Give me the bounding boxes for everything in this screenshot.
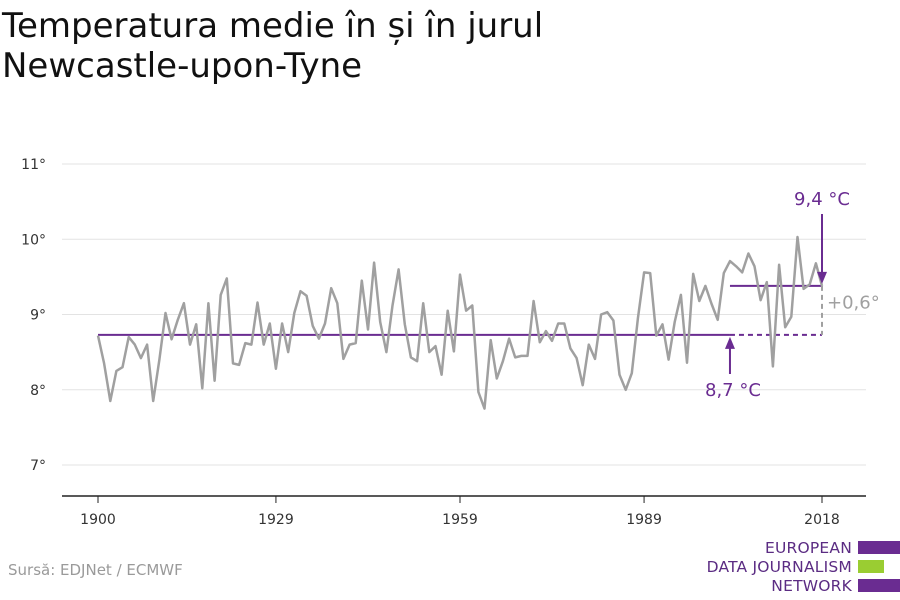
logo-text-network: NETWORK bbox=[771, 577, 852, 595]
x-tick-label: 1929 bbox=[258, 512, 294, 528]
y-tick-label: 8° bbox=[30, 383, 46, 399]
chart-title-line-2: Newcastle-upon-Tyne bbox=[2, 46, 363, 86]
recent-value-label: 9,4 °C bbox=[794, 189, 850, 210]
x-tick-label: 1900 bbox=[80, 512, 116, 528]
y-tick-label: 7° bbox=[30, 458, 46, 474]
x-tick-label: 1989 bbox=[626, 512, 662, 528]
baseline-arrow-head bbox=[724, 336, 735, 349]
y-tick-label: 9° bbox=[30, 308, 46, 324]
logo-text-european: EUROPEAN bbox=[764, 539, 852, 557]
difference-label: +0,6° bbox=[827, 292, 880, 313]
x-tick-label: 1959 bbox=[442, 512, 478, 528]
logo-bar-purple-top bbox=[858, 541, 900, 554]
y-tick-label: 11° bbox=[21, 157, 46, 173]
chart-title: Temperatura medie în și în jurul Newcast… bbox=[2, 6, 882, 86]
temperature-series-line bbox=[96, 235, 824, 410]
logo-bar-green bbox=[858, 560, 884, 573]
edjnet-logo: EUROPEAN DATA JOURNALISM NETWORK bbox=[700, 536, 900, 596]
baseline-value-label: 8,7 °C bbox=[705, 380, 761, 401]
logo-text-data-journalism: DATA JOURNALISM bbox=[706, 558, 852, 576]
y-tick-label: 10° bbox=[21, 232, 46, 248]
logo-bar-purple-bottom bbox=[858, 579, 900, 592]
source-note: Sursă: EDJNet / ECMWF bbox=[8, 561, 183, 579]
recent-arrow-head bbox=[817, 271, 827, 284]
x-tick-label: 2018 bbox=[804, 512, 840, 528]
chart-title-line-1: Temperatura medie în și în jurul bbox=[2, 6, 544, 46]
